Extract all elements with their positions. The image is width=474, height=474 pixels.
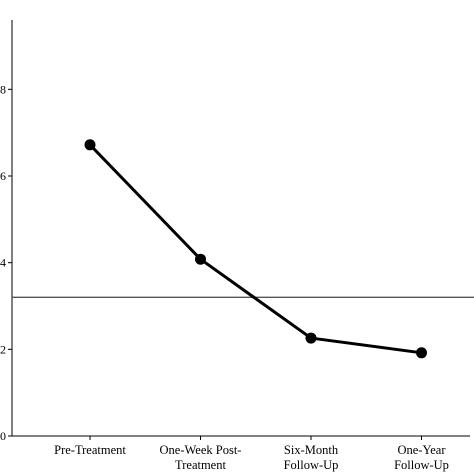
axes: 0 2 4 6 8 Pre-Treatment One-Week Post-Treatmen… — [0, 20, 470, 472]
data-point — [195, 253, 206, 265]
data-point — [84, 139, 96, 151]
y-tick-label: 8 — [0, 82, 6, 96]
series-line — [88, 143, 422, 355]
x-category-label: One-Year Follow-Up — [394, 443, 449, 472]
data-point — [305, 332, 317, 344]
x-category-label: One-Week Post-Treatment — [160, 443, 242, 472]
y-tick-label: 2 — [0, 342, 6, 356]
y-tick-label: 4 — [0, 256, 6, 270]
y-tick-label: 0 — [0, 429, 6, 443]
data-point — [416, 347, 427, 359]
series-group — [84, 139, 427, 359]
x-category-label: Six-Month Follow-Up — [284, 443, 339, 472]
y-tick-label: 6 — [0, 169, 6, 183]
x-category-label: Pre-Treatment — [54, 443, 126, 457]
